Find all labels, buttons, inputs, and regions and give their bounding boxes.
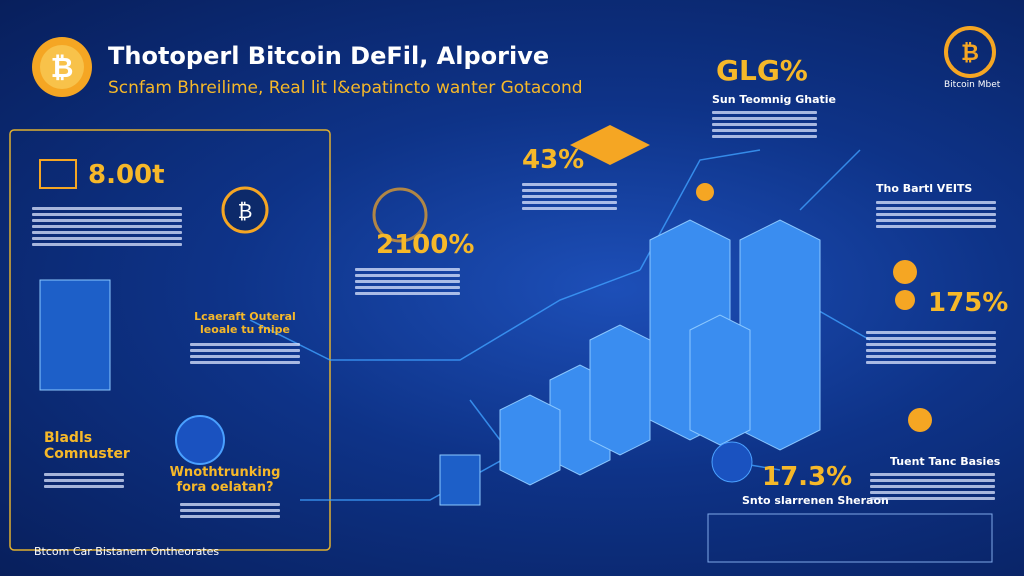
heading: Tho Bartl VEITS <box>876 182 973 195</box>
logo-caption: Bitcoin Mbet <box>944 80 1001 90</box>
heading: Lcaeraft Outeral leoale tu fnipe <box>194 310 296 336</box>
heading: Sun Teomnig Ghatie <box>712 93 837 106</box>
stat: GLG% <box>716 54 808 87</box>
text-lines <box>866 328 996 367</box>
stat: 17.3% <box>762 462 853 492</box>
text-lines <box>522 180 617 213</box>
svg-text:₿: ₿ <box>51 51 74 84</box>
heading: Snto slarrenen Sheraon <box>742 494 889 507</box>
svg-text:₿: ₿ <box>238 199 253 223</box>
text-lines <box>190 340 300 367</box>
heading: Wnothtrunking fora oelatan? <box>169 465 281 495</box>
logo-small <box>944 26 996 78</box>
left-panel <box>9 129 331 551</box>
stat: 2100% <box>376 230 475 260</box>
title: Thotoperl Bitcoin DeFil, Alporive <box>108 42 550 70</box>
text-lines <box>44 470 124 491</box>
text-lines <box>355 265 460 298</box>
footer: Btcom Car Bistanem Ontheorates <box>34 545 220 558</box>
stat: 43% <box>522 145 585 175</box>
svg-text:₿: ₿ <box>961 41 979 66</box>
stat: 8.00t <box>88 160 165 190</box>
stat: 175% <box>928 288 1009 318</box>
text-lines <box>180 500 280 521</box>
notes-box <box>707 513 993 563</box>
text-lines <box>870 470 995 503</box>
text-lines <box>876 198 996 231</box>
text-lines <box>712 108 817 141</box>
heading: Bladls Comnuster <box>44 430 130 462</box>
text-lines <box>32 204 182 249</box>
heading: Tuent Tanc Basies <box>890 455 1001 468</box>
subtitle: Scnfam Bhreilime, Real lit l&epatincto w… <box>108 78 583 98</box>
